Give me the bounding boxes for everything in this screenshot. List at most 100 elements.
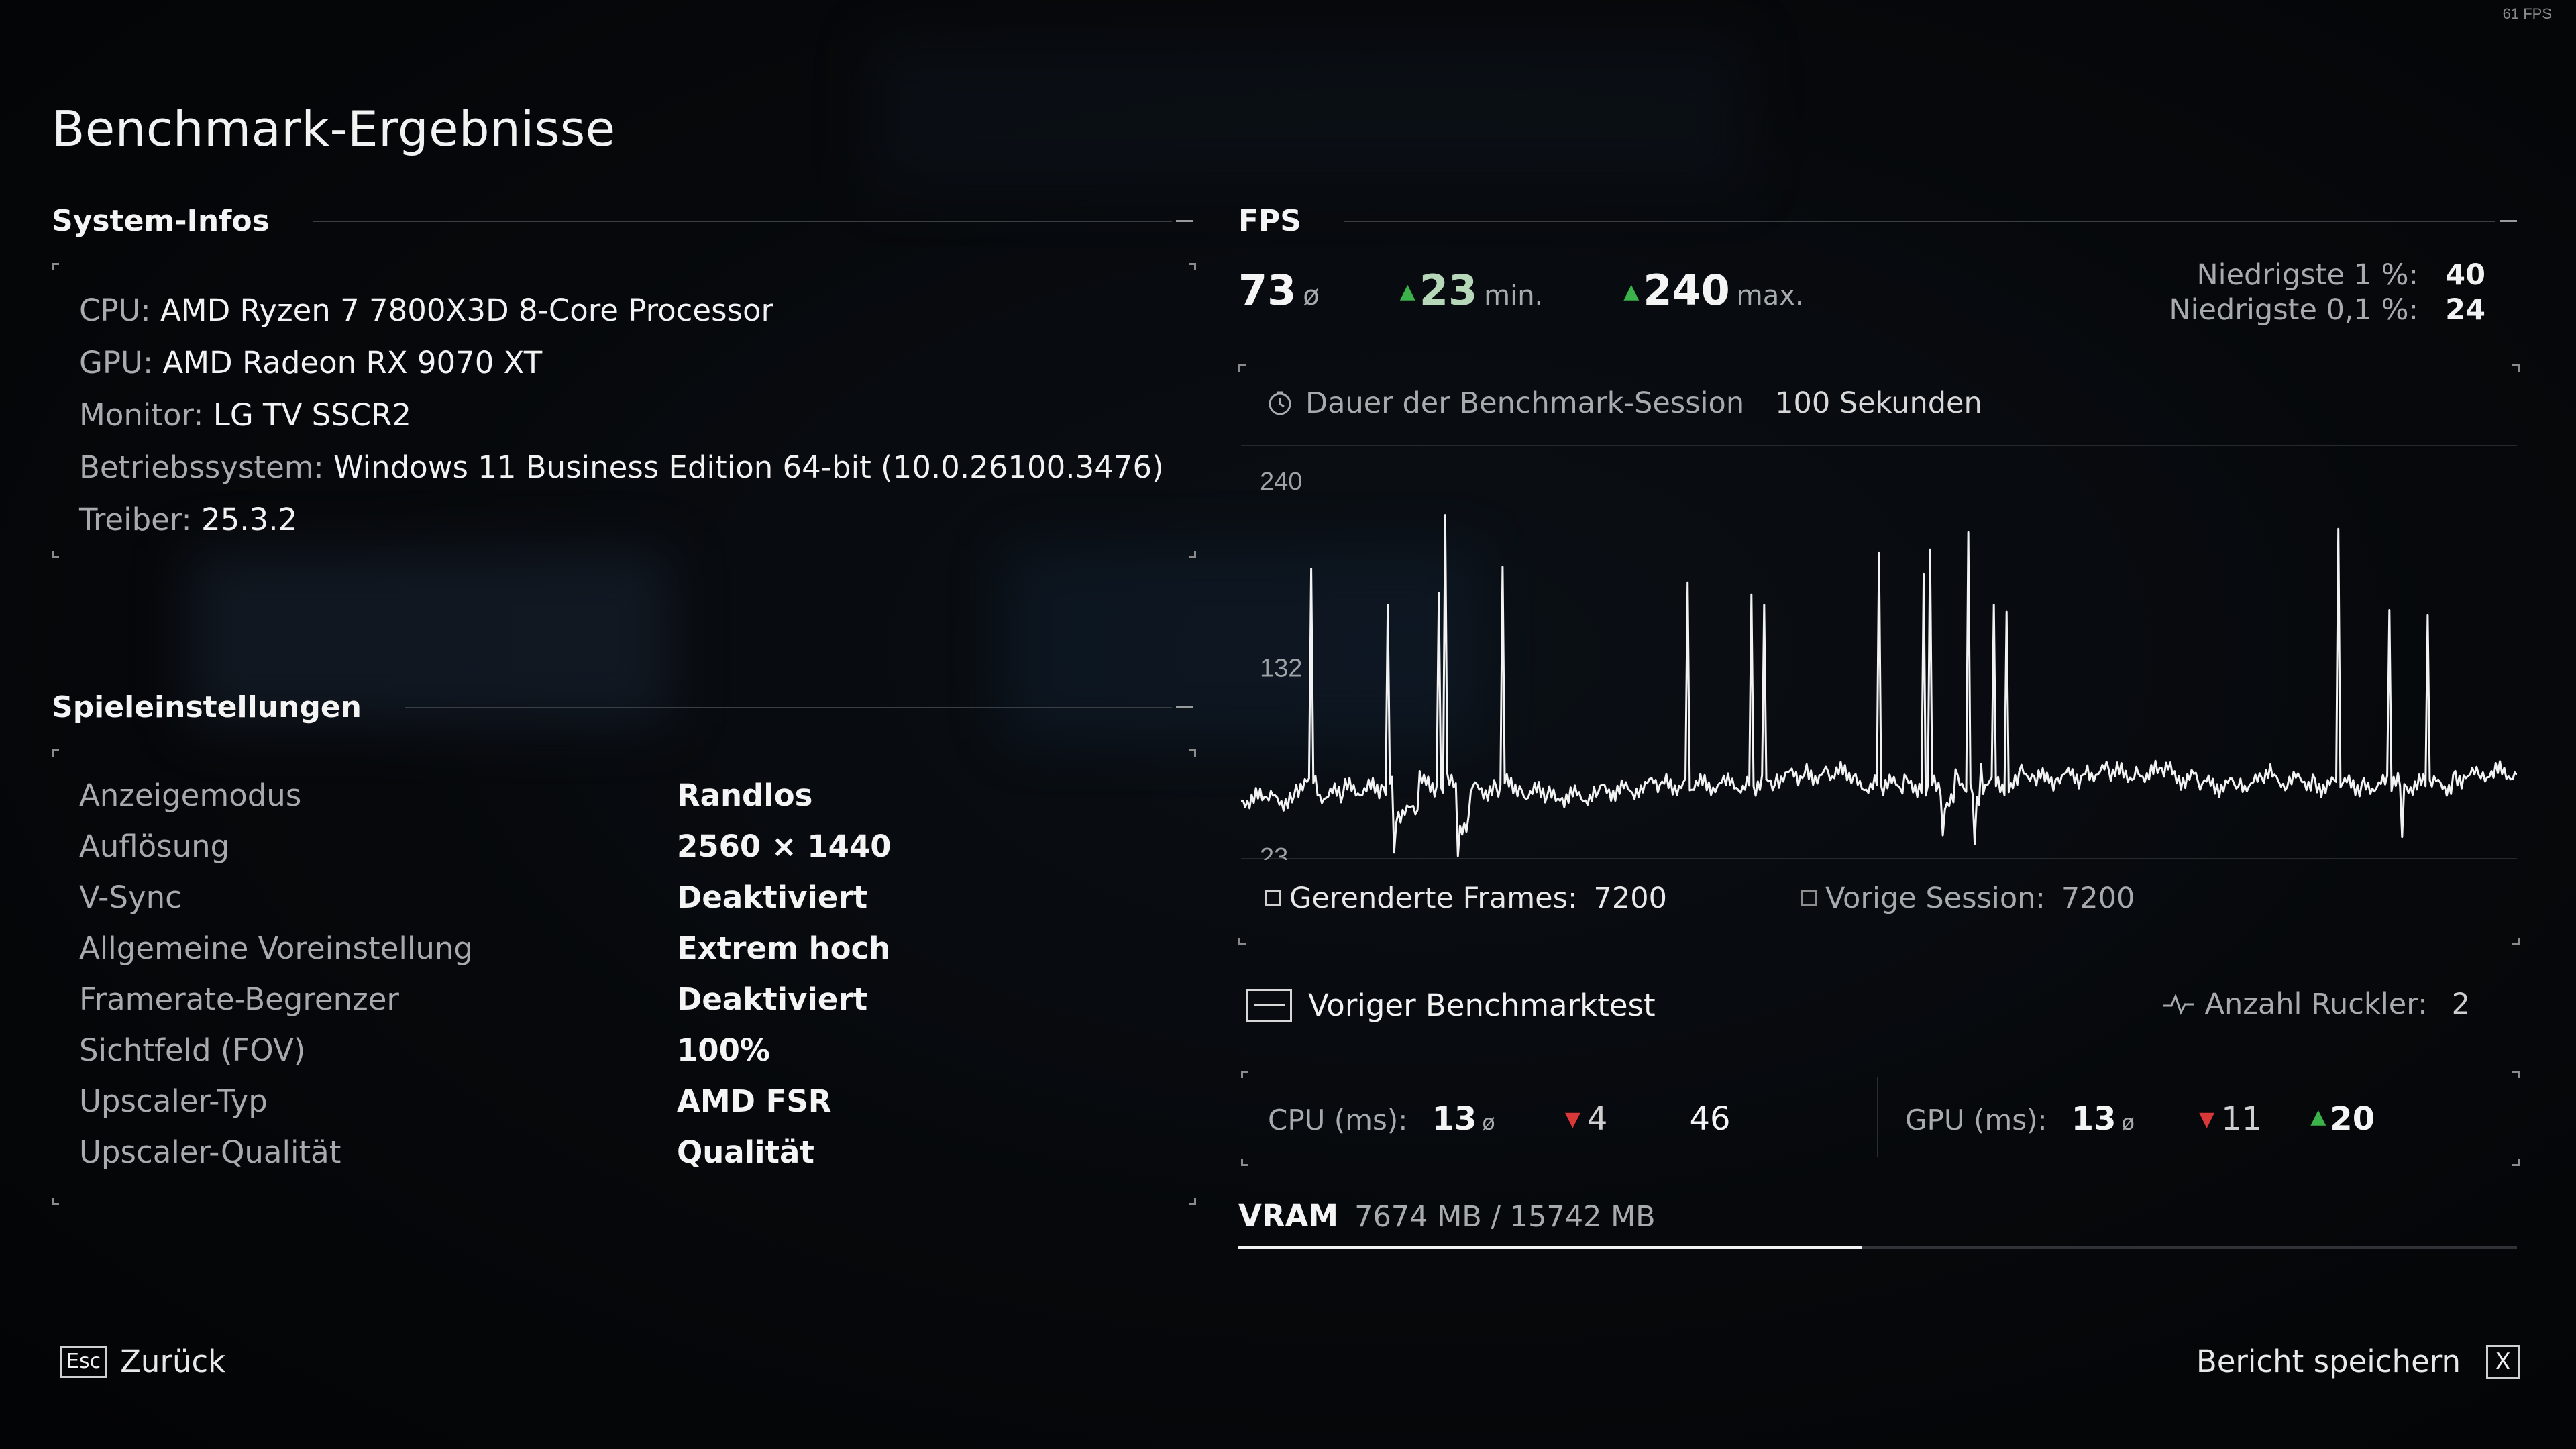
game-settings-header: Spieleinstellungen bbox=[52, 690, 1193, 724]
cpu-value: AMD Ryzen 7 7800X3D 8-Core Processor bbox=[160, 292, 774, 328]
stutter-count: Anzahl Ruckler: 2 bbox=[2162, 987, 2470, 1021]
back-button[interactable]: Esc Zurück bbox=[60, 1344, 225, 1379]
keyboard-key-icon bbox=[1246, 989, 1292, 1022]
rendered-frames-value: 7200 bbox=[1593, 881, 1667, 915]
save-report-button[interactable]: Bericht speichern X bbox=[2196, 1344, 2520, 1379]
cpu-avg-value: 13 bbox=[1432, 1100, 1477, 1138]
session-label: Dauer der Benchmark-Session bbox=[1305, 386, 1745, 420]
arrow-down-icon: ▼ bbox=[2199, 1108, 2215, 1131]
session-duration: Dauer der Benchmark-Session 100 Sekunden bbox=[1267, 386, 1982, 420]
setting-label: V-Sync bbox=[79, 879, 182, 915]
fps-summary: 73 ø ▲ 23 min. ▲ 240 max. bbox=[1238, 266, 1804, 315]
setting-row: Allgemeine Voreinstellung Extrem hoch bbox=[79, 922, 1186, 973]
vram-usage: VRAM 7674 MB / 15742 MB bbox=[1238, 1198, 1656, 1234]
driver-value: 25.3.2 bbox=[201, 502, 298, 537]
system-info-list: CPU: AMD Ryzen 7 7800X3D 8-Core Processo… bbox=[79, 284, 1164, 546]
setting-value: Extrem hoch bbox=[677, 930, 891, 966]
fps-chart-svg: 240 132 23 bbox=[1241, 445, 2517, 860]
x-key-icon: X bbox=[2486, 1344, 2520, 1379]
previous-benchmark-button[interactable]: Voriger Benchmarktest bbox=[1246, 987, 1656, 1023]
previous-benchmark-label: Voriger Benchmarktest bbox=[1308, 987, 1656, 1023]
system-info-row: CPU: AMD Ryzen 7 7800X3D 8-Core Processo… bbox=[79, 284, 1164, 337]
back-label: Zurück bbox=[120, 1344, 226, 1379]
background-blur bbox=[1006, 550, 1476, 738]
divider bbox=[1344, 220, 2496, 222]
os-label: Betriebssystem: bbox=[79, 449, 324, 485]
cpu-down-value: 4 bbox=[1587, 1100, 1608, 1138]
setting-label: Auflösung bbox=[79, 828, 230, 864]
cpu-label: CPU: bbox=[79, 292, 151, 328]
fps-min-unit: min. bbox=[1484, 280, 1544, 311]
fps-avg-unit: ø bbox=[1303, 280, 1320, 311]
setting-value: Deaktiviert bbox=[677, 879, 868, 915]
y-tick-label: 23 bbox=[1260, 843, 1288, 860]
background-blur bbox=[872, 40, 1744, 188]
setting-label: Framerate-Begrenzer bbox=[79, 981, 399, 1017]
setting-row: Upscaler-Typ AMD FSR bbox=[79, 1075, 1186, 1126]
setting-row: Auflösung 2560 × 1440 bbox=[79, 820, 1186, 871]
setting-label: Upscaler-Qualität bbox=[79, 1134, 341, 1170]
cpu-frametime: CPU (ms): 13 ø ▼ 4 46 bbox=[1268, 1100, 1731, 1138]
low1-value: 40 bbox=[2445, 258, 2485, 292]
fps-avg-value: 73 bbox=[1238, 266, 1297, 315]
system-info-header: System-Infos bbox=[52, 204, 1193, 238]
cpu-avg-unit: ø bbox=[1482, 1110, 1495, 1135]
divider bbox=[404, 706, 1172, 708]
cpu-up-value: 46 bbox=[1689, 1100, 1731, 1138]
os-value: Windows 11 Business Edition 64-bit (10.0… bbox=[333, 449, 1164, 485]
low01-label: Niedrigste 0,1 %: bbox=[2169, 293, 2418, 327]
divider bbox=[312, 220, 1172, 222]
page-title: Benchmark-Ergebnisse bbox=[52, 101, 616, 157]
collapse-dash-icon bbox=[1176, 220, 1193, 222]
setting-row: Sichtfeld (FOV) 100% bbox=[79, 1024, 1186, 1075]
cpu-ms-label: CPU (ms): bbox=[1268, 1104, 1408, 1136]
arrow-up-icon: ▲ bbox=[1399, 280, 1415, 303]
arrow-up-icon: ▲ bbox=[1623, 280, 1640, 303]
previous-session-label: Vorige Session: bbox=[1825, 881, 2045, 915]
system-info-heading: System-Infos bbox=[52, 204, 270, 238]
gpu-ms-label: GPU (ms): bbox=[1905, 1104, 2047, 1136]
vram-progress-fill bbox=[1238, 1246, 1862, 1249]
frametimes-panel: CPU (ms): 13 ø ▼ 4 46 GPU (ms): 13 ø ▼ 1… bbox=[1241, 1071, 2520, 1166]
fps-overlay-counter: 61 FPS bbox=[2502, 5, 2552, 22]
fps-max-value: 240 bbox=[1643, 266, 1730, 315]
fps-chart-frame bbox=[1238, 364, 2520, 945]
background-blur bbox=[188, 550, 671, 724]
collapse-dash-icon bbox=[1176, 706, 1193, 708]
driver-label: Treiber: bbox=[79, 502, 192, 537]
rendered-frames-label: Gerenderte Frames: bbox=[1289, 881, 1578, 915]
rendered-frames-checkbox[interactable] bbox=[1265, 890, 1281, 906]
frames-row: Gerenderte Frames: 7200 Vorige Session: … bbox=[1265, 881, 2135, 915]
previous-session-checkbox[interactable] bbox=[1801, 890, 1817, 906]
monitor-value: LG TV SSCR2 bbox=[213, 397, 412, 433]
low01-value: 24 bbox=[2445, 293, 2485, 327]
esc-key-icon: Esc bbox=[60, 1345, 107, 1378]
arrow-down-icon: ▼ bbox=[1564, 1108, 1580, 1131]
fps-heading: FPS bbox=[1238, 204, 1301, 238]
gpu-avg-unit: ø bbox=[2121, 1110, 2135, 1135]
setting-value: Qualität bbox=[677, 1134, 814, 1170]
system-info-row: Monitor: LG TV SSCR2 bbox=[79, 389, 1164, 441]
gpu-frametime: GPU (ms): 13 ø ▼ 11 ▲ 20 bbox=[1905, 1100, 2375, 1138]
gpu-down-value: 11 bbox=[2221, 1100, 2263, 1138]
divider bbox=[1877, 1077, 1878, 1157]
pulse-icon bbox=[2163, 993, 2194, 1015]
stutter-label: Anzahl Ruckler: bbox=[2204, 987, 2428, 1021]
gpu-label: GPU: bbox=[79, 345, 154, 380]
game-settings-frame bbox=[52, 749, 1196, 1205]
setting-value: Deaktiviert bbox=[677, 981, 868, 1017]
session-value: 100 Sekunden bbox=[1775, 386, 1982, 420]
setting-label: Anzeigemodus bbox=[79, 777, 302, 813]
setting-label: Sichtfeld (FOV) bbox=[79, 1032, 306, 1068]
gpu-avg-value: 13 bbox=[2071, 1100, 2116, 1138]
setting-label: Upscaler-Typ bbox=[79, 1083, 268, 1119]
fps-min-value: 23 bbox=[1419, 266, 1478, 315]
setting-row: Upscaler-Qualität Qualität bbox=[79, 1126, 1186, 1177]
system-info-frame bbox=[52, 263, 1196, 558]
gpu-up-value: 20 bbox=[2330, 1100, 2375, 1138]
fps-series-line bbox=[1241, 514, 2517, 857]
fps-max-unit: max. bbox=[1736, 280, 1804, 311]
gpu-value: AMD Radeon RX 9070 XT bbox=[162, 345, 543, 380]
fps-line-chart: 240 132 23 bbox=[1241, 445, 2517, 860]
previous-session-value: 7200 bbox=[2061, 881, 2135, 915]
